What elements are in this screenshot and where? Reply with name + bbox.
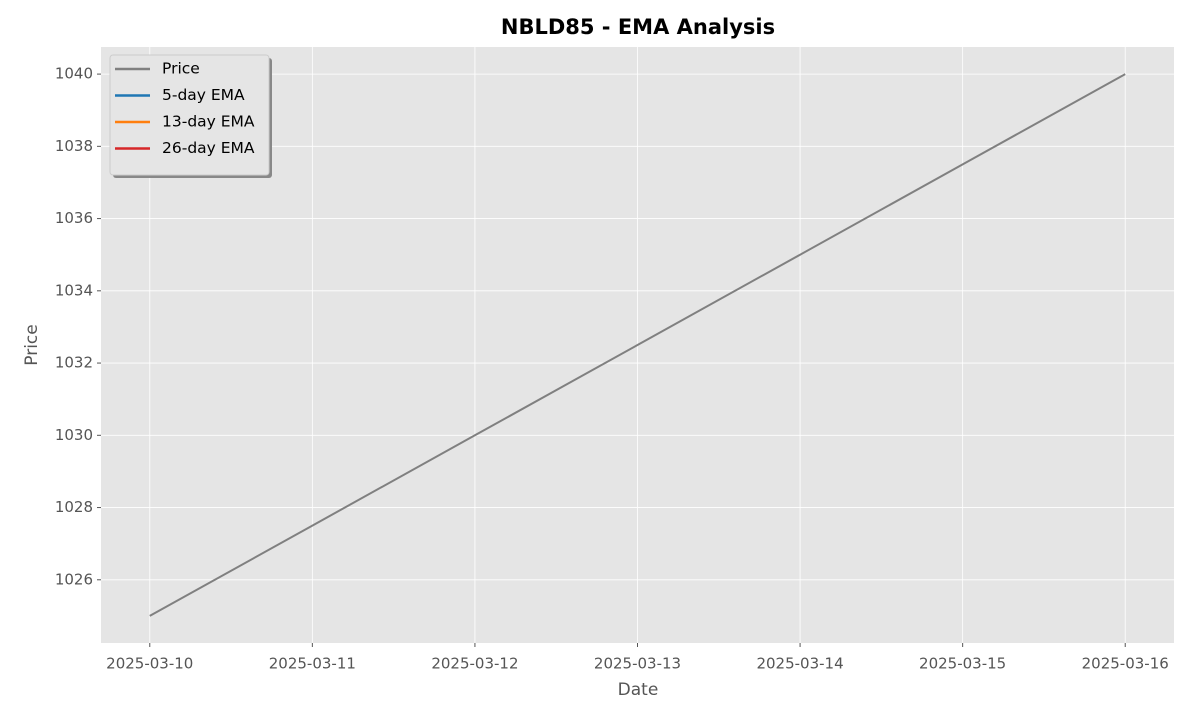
- y-tick-label: 1032: [55, 354, 93, 372]
- y-tick-label: 1028: [55, 498, 93, 516]
- x-tick-label: 2025-03-12: [431, 655, 518, 673]
- x-tick-label: 2025-03-10: [106, 655, 193, 673]
- x-tick-label: 2025-03-13: [594, 655, 681, 673]
- x-tick-label: 2025-03-11: [269, 655, 356, 673]
- y-tick-label: 1036: [55, 209, 93, 227]
- y-tick-label: 1026: [55, 570, 93, 588]
- x-tick-label: 2025-03-16: [1082, 655, 1169, 673]
- y-tick-label: 1038: [55, 137, 93, 155]
- x-tick-label: 2025-03-15: [919, 655, 1006, 673]
- x-tick-label: 2025-03-14: [756, 655, 843, 673]
- y-tick-label: 1034: [55, 281, 93, 299]
- series-line: [149, 73, 1126, 617]
- legend-label: 26-day EMA: [162, 139, 255, 157]
- legend: Price 5-day EMA 13-day EMA 26-day EMA: [109, 54, 272, 178]
- chart-title: NBLD85 - EMA Analysis: [501, 15, 775, 39]
- y-axis-label: Price: [22, 324, 42, 365]
- y-tick-label: 1040: [55, 65, 93, 83]
- legend-label: 13-day EMA: [162, 113, 255, 131]
- x-axis-label: Date: [618, 680, 659, 700]
- legend-box: [109, 54, 270, 176]
- y-tick-label: 1030: [55, 426, 93, 444]
- legend-label: Price: [162, 60, 200, 78]
- legend-label: 5-day EMA: [162, 86, 245, 104]
